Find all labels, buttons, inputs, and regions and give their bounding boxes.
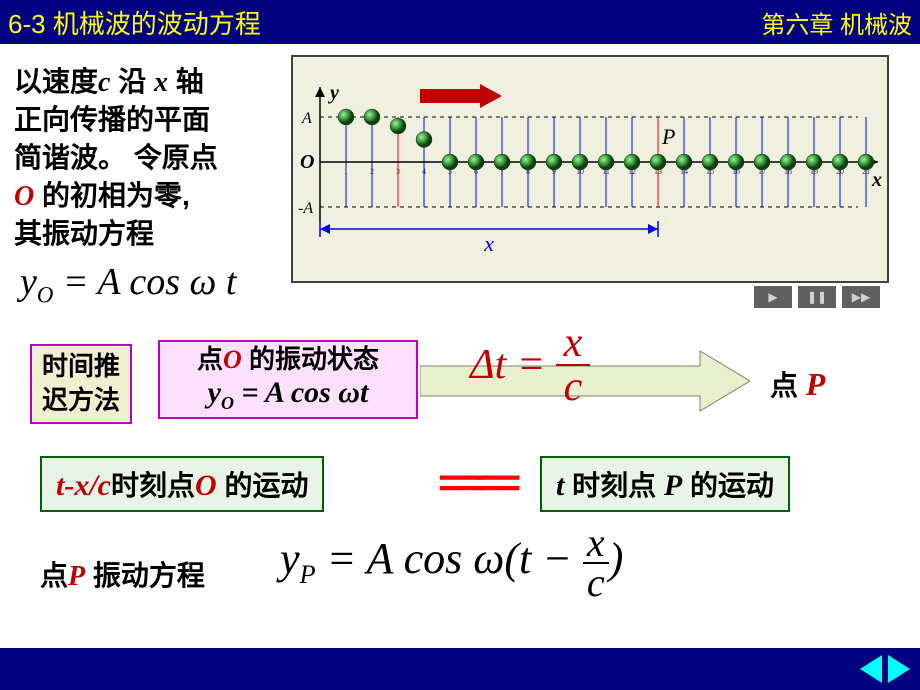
svg-text:O: O (300, 151, 314, 173)
header-right: 第六章 机械波 (761, 5, 912, 40)
svg-text:3: 3 (396, 167, 400, 176)
content-area: 以速度c 沿 x 轴 正向传播的平面 简谐波。 令原点 O 的初相为零, 其振动… (0, 44, 920, 644)
svg-text:1: 1 (344, 167, 348, 176)
pause-button[interactable]: ❚❚ (798, 286, 836, 308)
header-left: 6-3 机械波的波动方程 (8, 4, 761, 41)
box-t-point-p: t 时刻点 P 的运动 (540, 456, 790, 512)
label-point-p: 点 P (770, 364, 825, 404)
footer-bar (0, 648, 920, 690)
label-eq-yp: 点P 振动方程 (40, 554, 205, 594)
next-button[interactable]: ▶▶ (842, 286, 880, 308)
svg-text:x: x (871, 169, 882, 191)
desc-line2: 正向传播的平面 (14, 100, 210, 139)
equation-yo: yO = A cos ω t (20, 260, 236, 309)
desc-line5: 其振动方程 (14, 214, 154, 253)
play-button[interactable]: ▶ (754, 286, 792, 308)
desc-line1: 以速度c 沿 x 轴 (14, 62, 204, 102)
svg-text:P: P (661, 124, 675, 149)
svg-text:2: 2 (370, 167, 374, 176)
svg-text:A: A (301, 110, 312, 127)
nav-next-icon[interactable] (888, 655, 910, 683)
header-bar: 6-3 机械波的波动方程 第六章 机械波 (0, 0, 920, 44)
delta-t-formula: Δt = x c (470, 322, 590, 408)
box-t-minus-xc: t-x/c时刻点O 的运动 (40, 456, 324, 512)
equation-yp: yP = A cos ω(t − xc) (280, 524, 623, 602)
svg-text:4: 4 (422, 167, 426, 176)
equals-sign: ══ (440, 446, 513, 515)
nav-prev-icon[interactable] (860, 655, 882, 683)
desc-line4: O 的初相为零, (14, 176, 190, 216)
diagram-controls: ▶ ❚❚ ▶▶ (752, 286, 880, 308)
box-state-o: 点O 的振动状态 yO = A cos ωt (158, 340, 418, 419)
svg-text:y: y (328, 82, 339, 104)
box-time-delay: 时间推 迟方法 (30, 344, 132, 424)
desc-line3: 简谐波。 令原点 (14, 138, 218, 177)
svg-text:-A: -A (298, 200, 313, 217)
svg-text:x: x (483, 231, 494, 256)
wave-diagram: 123456789101112131415161718192021yxA-AOP… (290, 54, 890, 284)
